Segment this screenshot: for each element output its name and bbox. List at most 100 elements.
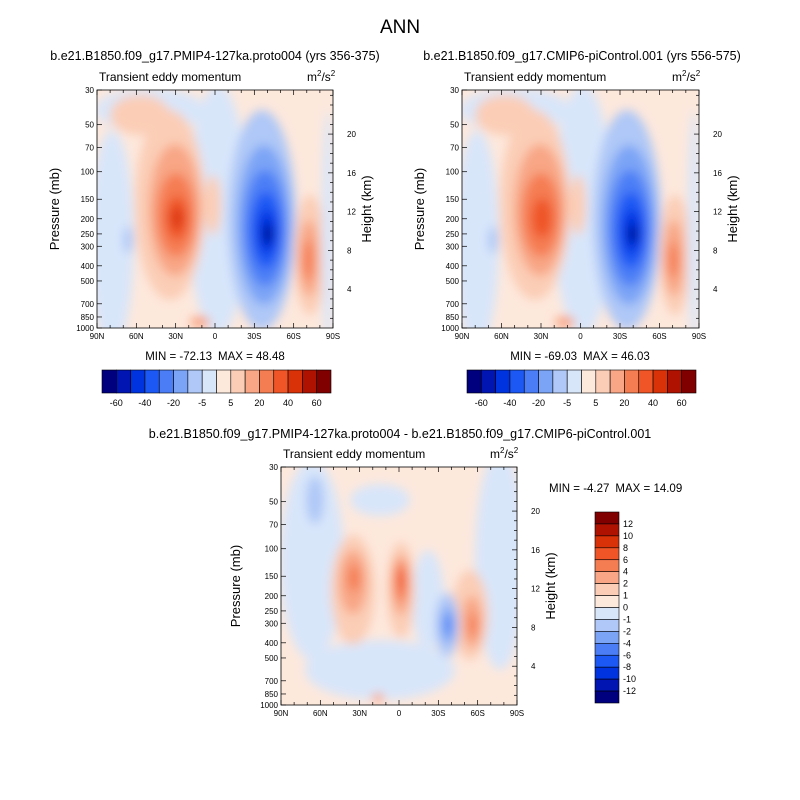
colorbar-box bbox=[638, 369, 654, 394]
panel-2-pos-lobe-eq bbox=[570, 175, 586, 235]
panel-1-pos-lobe-core bbox=[172, 208, 182, 228]
colorbar-label: -6 bbox=[623, 650, 631, 660]
panel-2-xaxis: 90N 60N 30N 0 30S 60S 90S bbox=[455, 90, 706, 341]
colorbar-box bbox=[594, 583, 620, 596]
panel-1-pos-surface bbox=[190, 316, 210, 328]
panel-2-pos-surface bbox=[555, 316, 575, 328]
panel-1-y2label: Height (km) bbox=[359, 175, 374, 242]
pressure-tick-label: 400 bbox=[81, 262, 95, 271]
height-tick-label: 16 bbox=[531, 546, 540, 555]
colorbar-label: -5 bbox=[563, 398, 571, 408]
pressure-tick-label: 100 bbox=[81, 168, 95, 177]
colorbar-label: 2 bbox=[623, 579, 628, 589]
panel-3-xaxis: 90N 60N 30N 0 30S 60S 90S bbox=[274, 467, 524, 718]
panel-2-pos-lobe-l4 bbox=[532, 198, 552, 238]
pressure-tick-label: 200 bbox=[265, 592, 279, 601]
panel-3-yaxis-left: 30 50 70 100 150 200 250 300 400 500 700 850 1000 bbox=[260, 463, 286, 710]
colorbar-label: 4 bbox=[623, 567, 628, 577]
colorbar-label: 60 bbox=[677, 398, 687, 408]
pressure-tick-label: 70 bbox=[269, 521, 278, 530]
pressure-tick-label: 700 bbox=[81, 300, 95, 309]
colorbar-box bbox=[652, 369, 668, 394]
height-tick-label: 8 bbox=[713, 246, 718, 255]
height-tick-label: 8 bbox=[347, 246, 352, 255]
height-tick-label: 16 bbox=[347, 169, 356, 178]
lat-tick-label: 60S bbox=[287, 332, 301, 341]
lat-tick-label: 90N bbox=[90, 332, 105, 341]
colorbar-box bbox=[681, 369, 697, 394]
colorbar-box bbox=[595, 369, 611, 394]
pressure-tick-label: 400 bbox=[265, 639, 279, 648]
colorbar-box bbox=[594, 654, 620, 668]
colorbar-label: 8 bbox=[623, 543, 628, 553]
colorbar-label: -5 bbox=[198, 398, 206, 408]
colorbar-box bbox=[594, 547, 620, 561]
pressure-tick-label: 500 bbox=[446, 277, 460, 286]
panel-2-case-title: b.e21.B1850.f09_g17.CMIP6-piControl.001 … bbox=[423, 49, 741, 63]
panel-3-neg-left-core bbox=[306, 476, 324, 524]
lat-tick-label: 0 bbox=[213, 332, 218, 341]
panel-3-neg-left bbox=[281, 467, 344, 660]
colorbar-box bbox=[187, 369, 203, 394]
colorbar-box bbox=[581, 369, 597, 394]
colorbar-box bbox=[594, 690, 620, 704]
panel-3-contour-field bbox=[281, 467, 517, 703]
height-tick-label: 12 bbox=[713, 208, 722, 217]
colorbar-box bbox=[144, 369, 160, 394]
figure-title: ANN bbox=[380, 17, 420, 38]
lat-tick-label: 60S bbox=[471, 709, 485, 718]
pressure-tick-label: 300 bbox=[81, 242, 95, 251]
pressure-tick-label: 500 bbox=[265, 654, 279, 663]
colorbar-label: -1 bbox=[623, 614, 631, 624]
colorbar-box bbox=[552, 369, 568, 394]
colorbar-label: -60 bbox=[110, 398, 123, 408]
colorbar-label: 5 bbox=[228, 398, 233, 408]
colorbar-box bbox=[130, 369, 146, 394]
pressure-tick-label: 300 bbox=[446, 242, 460, 251]
colorbar-label: -60 bbox=[475, 398, 488, 408]
pressure-tick-label: 100 bbox=[446, 168, 460, 177]
colorbar-box bbox=[523, 369, 539, 394]
colorbar-box bbox=[594, 511, 620, 525]
pressure-tick-label: 1000 bbox=[260, 701, 278, 710]
pressure-tick-label: 50 bbox=[450, 121, 459, 130]
panel-1-units: m2/s2 bbox=[307, 69, 336, 84]
lat-tick-label: 60N bbox=[313, 709, 328, 718]
colorbar-label: 6 bbox=[623, 555, 628, 565]
panel-3-pos-surface bbox=[372, 693, 384, 703]
height-tick-label: 20 bbox=[713, 130, 722, 139]
height-tick-label: 20 bbox=[347, 130, 356, 139]
lat-tick-label: 90N bbox=[274, 709, 289, 718]
pressure-tick-label: 700 bbox=[265, 677, 279, 686]
pressure-tick-label: 300 bbox=[265, 619, 279, 628]
panel-2-units: m2/s2 bbox=[672, 69, 701, 84]
pressure-tick-label: 100 bbox=[265, 545, 279, 554]
pressure-tick-label: 1000 bbox=[76, 324, 94, 333]
pressure-tick-label: 200 bbox=[446, 215, 460, 224]
height-tick-label: 20 bbox=[531, 507, 540, 516]
colorbar-box bbox=[609, 369, 625, 394]
lat-tick-label: 90N bbox=[455, 332, 470, 341]
colorbar-box bbox=[594, 678, 620, 692]
pressure-tick-label: 1000 bbox=[441, 324, 459, 333]
colorbar-box bbox=[594, 643, 620, 656]
colorbar-box bbox=[594, 631, 620, 644]
panel-2-minmax: MIN = -69.03 MAX = 46.03 bbox=[510, 351, 650, 363]
panel-3-minmax: MIN = -4.27 MAX = 14.09 bbox=[549, 483, 682, 495]
lat-tick-label: 30S bbox=[431, 709, 445, 718]
colorbar-box bbox=[594, 619, 620, 632]
lat-tick-label: 90S bbox=[510, 709, 524, 718]
colorbar-label: 1 bbox=[623, 591, 628, 601]
panel-1-neg-band-high-lat bbox=[97, 130, 134, 328]
panel-2-yaxis-left: 30 50 70 100 150 200 250 300 400 500 700 850 1000 bbox=[441, 86, 467, 333]
height-tick-label: 12 bbox=[347, 208, 356, 217]
panel-1-colorbar: -60 -40 -20 -5 5 20 40 60 bbox=[101, 369, 332, 408]
pressure-tick-label: 150 bbox=[81, 195, 95, 204]
colorbar-label: -40 bbox=[503, 398, 516, 408]
colorbar-label: -8 bbox=[623, 662, 631, 672]
height-tick-label: 4 bbox=[531, 662, 536, 671]
